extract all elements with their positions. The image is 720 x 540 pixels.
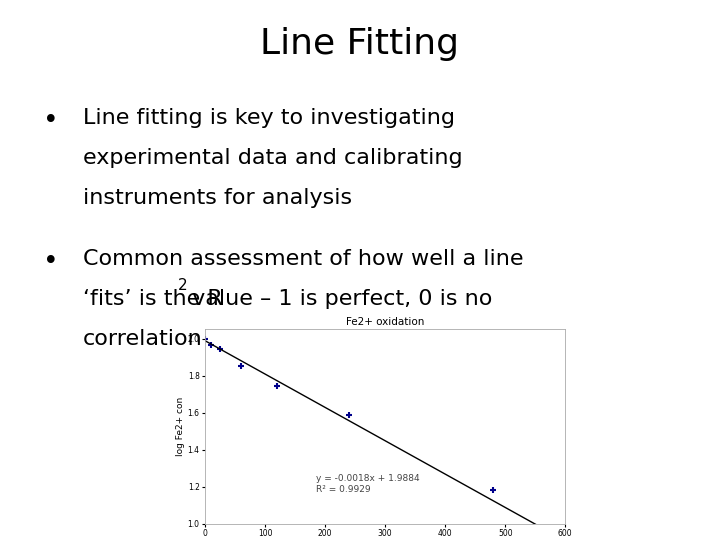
Text: experimental data and calibrating: experimental data and calibrating <box>83 148 462 168</box>
Text: instruments for analysis: instruments for analysis <box>83 188 352 208</box>
Text: y = -0.0018x + 1.9884: y = -0.0018x + 1.9884 <box>316 474 420 483</box>
Title: Fe2+ oxidation: Fe2+ oxidation <box>346 317 424 327</box>
Text: 2: 2 <box>178 278 187 293</box>
Y-axis label: log Fe2+ con: log Fe2+ con <box>176 397 185 456</box>
Text: Common assessment of how well a line: Common assessment of how well a line <box>83 249 523 269</box>
Text: Line Fitting: Line Fitting <box>261 27 459 61</box>
Text: correlation: correlation <box>83 329 202 349</box>
Text: ‘fits’ is the R: ‘fits’ is the R <box>83 289 222 309</box>
Text: •: • <box>43 249 59 275</box>
Text: value – 1 is perfect, 0 is no: value – 1 is perfect, 0 is no <box>186 289 492 309</box>
Text: R² = 0.9929: R² = 0.9929 <box>316 485 371 494</box>
Text: Line fitting is key to investigating: Line fitting is key to investigating <box>83 108 455 128</box>
Text: •: • <box>43 108 59 134</box>
